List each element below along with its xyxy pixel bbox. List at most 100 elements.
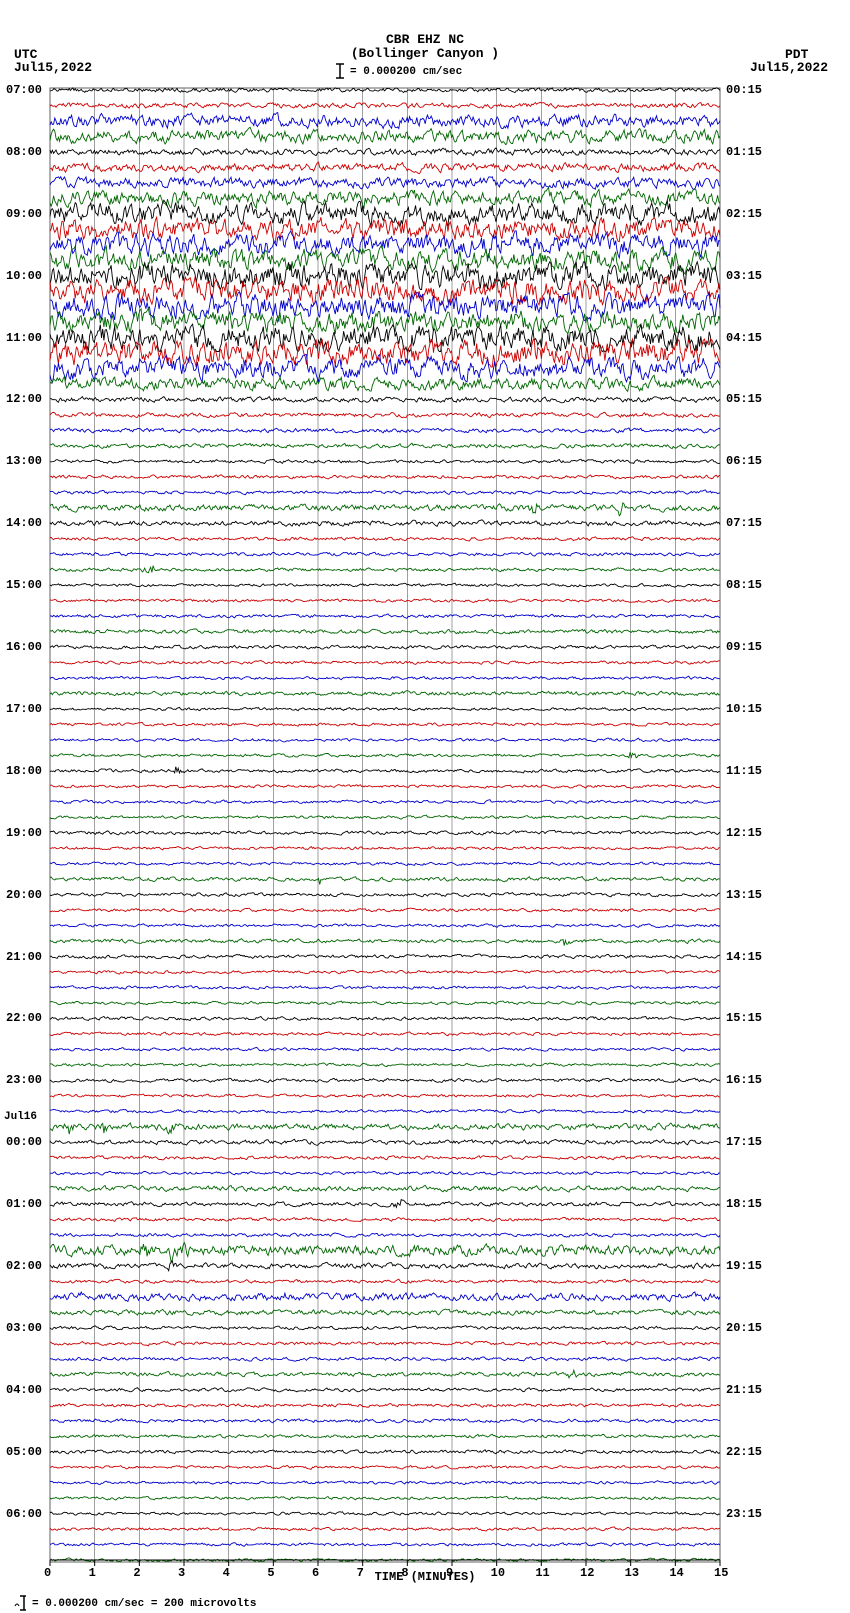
right-time-label: 08:15: [726, 578, 762, 592]
trace-row: [50, 1047, 720, 1051]
trace-row: [50, 1341, 720, 1346]
trace-row: [50, 862, 720, 866]
trace-row: [50, 1527, 720, 1531]
right-time-label: 15:15: [726, 1011, 762, 1025]
trace-row: [50, 954, 720, 959]
trace-row: [50, 723, 720, 727]
trace-row: [50, 1217, 720, 1221]
trace-row: [50, 815, 720, 819]
right-time-label: 11:15: [726, 764, 762, 778]
trace-row: [50, 691, 720, 696]
left-time-label: 17:00: [6, 702, 42, 716]
trace-row: [50, 970, 720, 974]
trace-row: [50, 537, 720, 541]
xaxis-tick: 4: [223, 1566, 230, 1580]
trace-row: [50, 375, 720, 391]
xaxis-tick: 6: [312, 1566, 319, 1580]
right-time-label: 22:15: [726, 1445, 762, 1459]
trace-row: [50, 102, 720, 108]
right-time-label: 09:15: [726, 640, 762, 654]
trace-row: [50, 800, 720, 804]
trace-row: [50, 127, 720, 144]
right-time-label: 13:15: [726, 888, 762, 902]
trace-row: [50, 188, 720, 208]
trace-row: [50, 1242, 720, 1262]
trace-row: [50, 1543, 720, 1547]
left-time-label: 14:00: [6, 516, 42, 530]
left-time-label: 13:00: [6, 454, 42, 468]
trace-row: [50, 830, 720, 835]
trace-row: [50, 1233, 720, 1237]
trace-row: [50, 1001, 720, 1005]
left-time-label: Jul16: [4, 1111, 37, 1123]
trace-row: [50, 1016, 720, 1020]
left-time-label: 11:00: [6, 331, 42, 345]
left-time-label: 21:00: [6, 950, 42, 964]
trace-row: [50, 939, 720, 946]
left-time-label: 09:00: [6, 207, 42, 221]
trace-row: [50, 1109, 720, 1113]
trace-row: [50, 1139, 720, 1145]
trace-row: [50, 200, 720, 227]
xaxis-tick: 2: [133, 1566, 140, 1580]
trace-row: [50, 986, 720, 990]
trace-row: [50, 1078, 720, 1082]
right-time-label: 18:15: [726, 1197, 762, 1211]
trace-row: [50, 162, 720, 174]
trace-row: [50, 148, 720, 156]
trace-row: [50, 490, 720, 495]
right-time-label: 04:15: [726, 331, 762, 345]
trace-row: [50, 1094, 720, 1098]
xaxis-tick: 1: [89, 1566, 96, 1580]
trace-row: [50, 262, 720, 290]
footer-scale-icon: [14, 1594, 26, 1612]
trace-row: [50, 1496, 720, 1500]
right-time-label: 05:15: [726, 392, 762, 406]
right-time-label: 01:15: [726, 145, 762, 159]
trace-row: [50, 1063, 720, 1067]
trace-row: [50, 1465, 720, 1469]
trace-row: [50, 1200, 720, 1208]
right-time-label: 06:15: [726, 454, 762, 468]
right-time-label: 20:15: [726, 1321, 762, 1335]
right-time-label: 07:15: [726, 516, 762, 530]
trace-row: [50, 676, 720, 680]
xaxis-tick: 13: [625, 1566, 639, 1580]
trace-row: [50, 908, 720, 912]
trace-row: [50, 738, 720, 742]
trace-row: [50, 520, 720, 527]
left-time-label: 02:00: [6, 1259, 42, 1273]
left-time-label: 15:00: [6, 578, 42, 592]
trace-row: [50, 217, 720, 243]
left-time-label: 06:00: [6, 1507, 42, 1521]
right-time-label: 19:15: [726, 1259, 762, 1273]
footer-scale-text: = 0.000200 cm/sec = 200 microvolts: [32, 1598, 256, 1610]
right-time-label: 12:15: [726, 826, 762, 840]
left-time-label: 18:00: [6, 764, 42, 778]
left-time-label: 07:00: [6, 83, 42, 97]
trace-row: [50, 1292, 720, 1302]
left-time-label: 04:00: [6, 1383, 42, 1397]
trace-row: [50, 629, 720, 634]
trace-row: [50, 767, 720, 773]
xaxis-tick: 3: [178, 1566, 185, 1580]
trace-row: [50, 443, 720, 448]
trace-row: [50, 785, 720, 789]
trace-row: [50, 428, 720, 433]
right-time-label: 03:15: [726, 269, 762, 283]
xaxis-tick: 0: [44, 1566, 51, 1580]
xaxis-tick: 12: [580, 1566, 594, 1580]
trace-row: [50, 1261, 720, 1271]
trace-row: [50, 583, 720, 587]
trace-row: [50, 1388, 720, 1392]
trace-row: [50, 645, 720, 649]
left-time-label: 08:00: [6, 145, 42, 159]
xaxis-tick: 11: [535, 1566, 549, 1580]
trace-row: [50, 324, 720, 351]
xaxis-label: TIME (MINUTES): [375, 1570, 476, 1584]
trace-row: [50, 1326, 720, 1330]
trace-row: [50, 113, 720, 129]
trace-row: [50, 475, 720, 479]
right-time-label: 16:15: [726, 1073, 762, 1087]
right-time-label: 21:15: [726, 1383, 762, 1397]
